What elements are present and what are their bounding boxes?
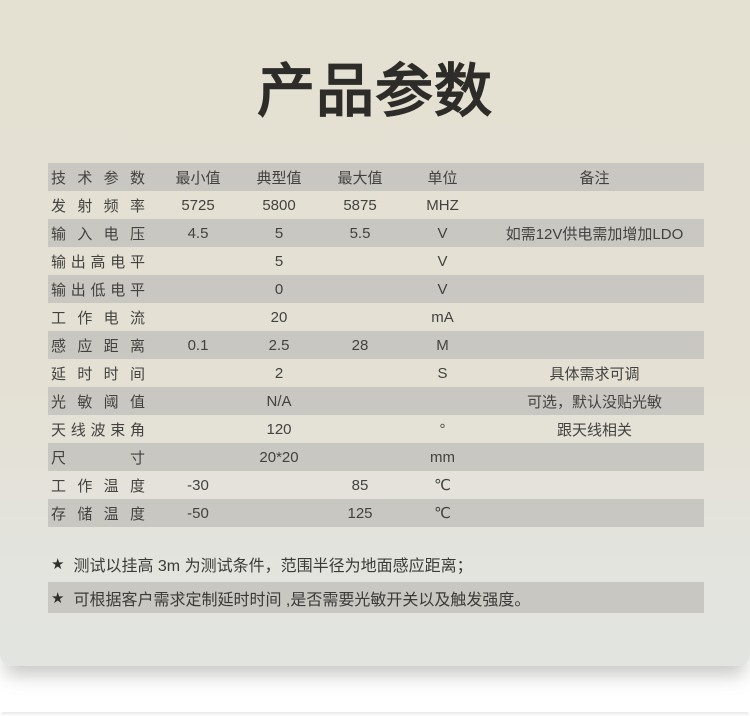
cell-param: 感应距离: [48, 335, 158, 356]
cell-unit: V: [437, 224, 448, 242]
star-icon: ★: [51, 555, 65, 573]
cell-param: 发射频率: [48, 195, 158, 216]
footnote-1: ★ 测试以挂高 3m 为测试条件，范围半径为地面感应距离；: [48, 549, 704, 578]
cell-typ: 0: [274, 280, 284, 298]
cell-typ: 20: [270, 308, 288, 326]
header-cell-unit: 单位: [427, 169, 458, 187]
table-row: 输入电压 4.5 5 5.5 V 如需12V供电需加增加LDO: [48, 219, 704, 247]
cell-note: 跟天线相关: [556, 421, 632, 439]
page-title: 产品参数: [256, 59, 493, 124]
cell-note: 如需12V供电需加增加LDO: [505, 225, 684, 243]
cell-param: 输出低电平: [48, 279, 158, 300]
param-label: 光敏阈值: [51, 393, 145, 411]
cell-unit: V: [437, 280, 448, 298]
cell-max: 125: [347, 504, 373, 522]
cell-param: 天线波束角: [48, 419, 158, 440]
cell-typ: N/A: [266, 392, 292, 410]
cell-typ: 5800: [262, 196, 296, 214]
table-row: 发射频率 5725 5800 5875 MHZ: [48, 191, 704, 219]
cell-typ: 2: [274, 364, 284, 382]
spec-table: 技术参数 最小值 典型值 最大值 单位 备注发射频率 5725 5800 5875 MHZ 输入电压…: [48, 163, 704, 527]
cell-unit: V: [437, 252, 448, 270]
cell-max: 5875: [343, 196, 377, 214]
footnote-2: ★ 可根据客户需求定制延时时间 ,是否需要光敏开关以及触发强度。: [48, 582, 704, 613]
param-label: 输出低电平: [51, 281, 145, 299]
header-cell-max: 最大值: [337, 169, 383, 187]
param-label: 工作温度: [51, 477, 145, 495]
table-row: 工作电流 20 mA: [48, 303, 704, 331]
param-label: 感应距离: [51, 337, 145, 355]
header-cell-param: 技术参数: [48, 167, 158, 188]
footnote-2-text: 可根据客户需求定制延时时间 ,是否需要光敏开关以及触发强度。: [73, 591, 531, 609]
cell-unit: M: [436, 336, 449, 354]
cell-unit: mA: [431, 308, 454, 326]
cell-typ: 5: [274, 224, 284, 242]
table-row: 存储温度 -50 125 ℃: [48, 499, 704, 527]
table-row: 光敏阈值 N/A 可选，默认没贴光敏: [48, 387, 704, 415]
cell-unit: ℃: [434, 477, 451, 494]
header-cell-min: 最小值: [175, 169, 221, 187]
cell-max: 85: [351, 476, 369, 494]
content-card: 产品参数 技术参数 最小值 典型值 最大值 单位 备注发射频率 5725 5800 5875 MH…: [0, 0, 750, 666]
cell-min: 4.5: [187, 224, 209, 242]
cell-unit: °: [439, 420, 446, 438]
param-label: 存储温度: [51, 505, 145, 523]
cell-max: 28: [351, 336, 369, 354]
cell-max: 5.5: [349, 224, 371, 242]
cell-param: 光敏阈值: [48, 391, 158, 412]
param-label: 技术参数: [51, 169, 145, 187]
table-row: 输出低电平 0 V: [48, 275, 704, 303]
header-cell-typ: 典型值: [256, 169, 302, 187]
cell-param: 输入电压: [48, 223, 158, 244]
cell-param: 延时时间: [48, 363, 158, 384]
cell-typ: 2.5: [268, 336, 290, 354]
cell-unit: mm: [430, 448, 455, 466]
param-label: 尺寸: [51, 449, 145, 467]
cell-param: 存储温度: [48, 503, 158, 524]
table-header-row: 技术参数 最小值 典型值 最大值 单位 备注: [48, 163, 704, 191]
cell-min: 0.1: [187, 336, 209, 354]
footnote-1-text: 测试以挂高 3m 为测试条件，范围半径为地面感应距离；: [73, 557, 473, 575]
cell-min: -30: [187, 476, 209, 494]
table-row: 延时时间 2 S 具体需求可调: [48, 359, 704, 387]
star-icon: ★: [51, 589, 65, 607]
cell-typ: 20*20: [259, 448, 299, 466]
cell-param: 工作电流: [48, 307, 158, 328]
cell-typ: 120: [266, 420, 292, 438]
cell-unit: ℃: [434, 505, 451, 522]
cell-unit: S: [437, 364, 448, 382]
param-label: 工作电流: [51, 309, 145, 327]
cell-typ: 5: [274, 252, 284, 270]
cell-param: 输出高电平: [48, 251, 158, 272]
header-cell-note: 备注: [579, 169, 610, 187]
cell-note: 可选，默认没贴光敏: [526, 393, 662, 411]
next-section-edge: [0, 712, 750, 716]
table-row: 天线波束角 120 ° 跟天线相关: [48, 415, 704, 443]
table-row: 输出高电平 5 V: [48, 247, 704, 275]
param-label: 输出高电平: [51, 253, 145, 271]
cell-min: -50: [187, 504, 209, 522]
table-row: 尺寸 20*20 mm: [48, 443, 704, 471]
param-label: 输入电压: [51, 225, 145, 243]
cell-unit: MHZ: [426, 196, 459, 214]
cell-min: 5725: [181, 196, 215, 214]
param-label: 天线波束角: [51, 421, 145, 439]
cell-param: 工作温度: [48, 475, 158, 496]
table-row: 工作温度 -30 85 ℃: [48, 471, 704, 499]
param-label: 延时时间: [51, 365, 145, 383]
param-label: 发射频率: [51, 197, 145, 215]
cell-param: 尺寸: [48, 447, 158, 468]
cell-note: 具体需求可调: [549, 365, 640, 383]
footnotes: ★ 测试以挂高 3m 为测试条件，范围半径为地面感应距离； ★ 可根据客户需求定…: [48, 549, 704, 617]
table-row: 感应距离 0.1 2.5 28 M: [48, 331, 704, 359]
